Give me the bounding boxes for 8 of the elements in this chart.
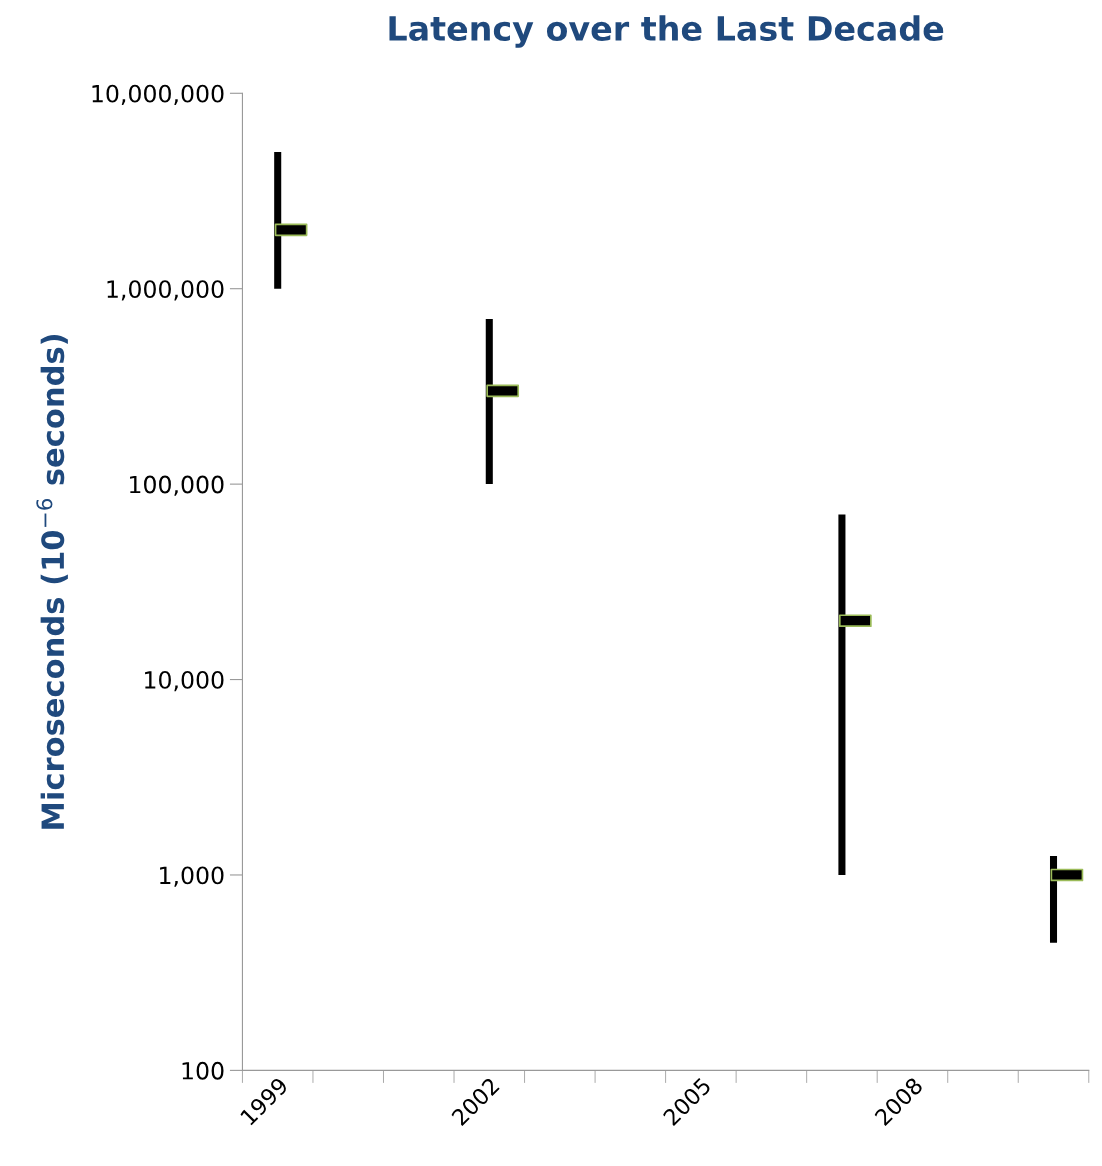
y-tick-label: 100,000 <box>130 475 224 496</box>
chart-title: Latency over the Last Decade <box>389 15 944 48</box>
y-axis-title: Microseconds (10$^{−6}$ seconds) <box>36 335 68 829</box>
y-tick-label: 10,000,000 <box>92 84 224 105</box>
y-tick-label: 1,000 <box>160 866 224 887</box>
y-tick-label: 100 <box>182 1061 224 1080</box>
y-tick-label: 1,000,000 <box>107 280 224 301</box>
y-tick-label: 10,000 <box>145 670 224 692</box>
